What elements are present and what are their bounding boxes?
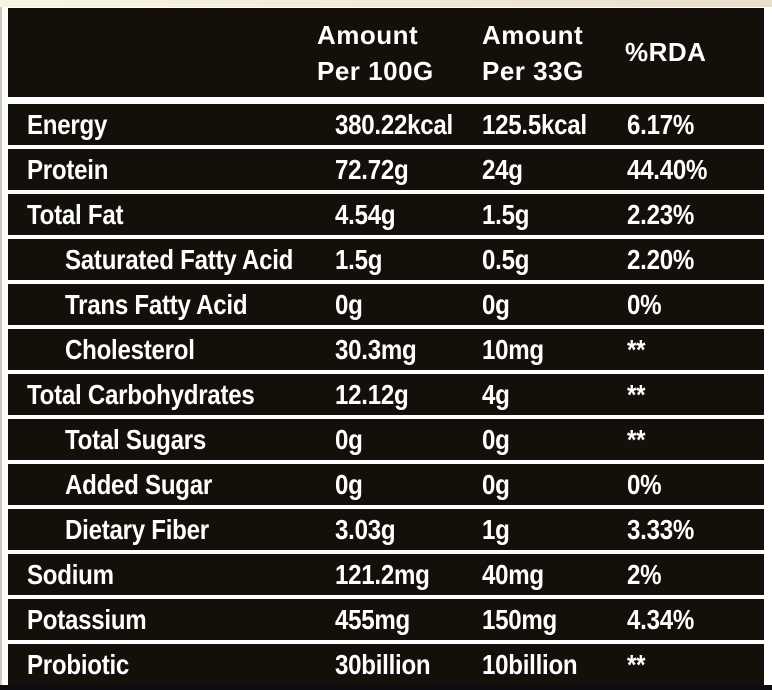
nutrient-label: Trans Fatty Acid	[8, 289, 317, 321]
row-potassium: Potassium 455mg 150mg 4.34%	[8, 599, 764, 640]
value-rda: **	[627, 378, 646, 410]
value-rda: 2.23%	[627, 198, 694, 230]
value-per-33g: 0g	[482, 423, 510, 455]
nutrient-label: Total Carbohydrates	[8, 379, 317, 411]
row-trans-fatty-acid: Trans Fatty Acid 0g 0g 0%	[8, 284, 764, 325]
nutrient-label: Saturated Fatty Acid	[8, 244, 317, 276]
value-rda: 2.20%	[627, 243, 694, 275]
value-rda: 4.34%	[627, 603, 694, 635]
header-rda: %RDA	[625, 37, 707, 67]
value-per-100g: 1.5g	[335, 243, 383, 275]
nutrient-label: Potassium	[8, 604, 317, 636]
row-saturated-fatty-acid: Saturated Fatty Acid 1.5g 0.5g 2.20%	[8, 239, 764, 280]
nutrient-label: Energy	[8, 109, 317, 141]
nutrient-label-text: Trans Fatty Acid	[65, 288, 248, 320]
value-rda: **	[627, 648, 646, 680]
value-rda: 0%	[627, 288, 662, 320]
value-per-100g: 0g	[335, 468, 363, 500]
row-energy: Energy 380.22kcal 125.5kcal 6.17%	[8, 104, 764, 145]
value-per-33g: 24g	[482, 153, 523, 185]
value-per-100g: 12.12g	[335, 378, 409, 410]
value-per-33g: 1.5g	[482, 198, 530, 230]
value-per-100g: 72.72g	[335, 153, 409, 185]
value-per-33g: 0g	[482, 468, 510, 500]
nutrient-label-text: Total Sugars	[65, 423, 206, 455]
left-edge-line	[0, 7, 2, 690]
header-amount-per-100g-line1: Amount	[317, 19, 419, 50]
value-rda: 2%	[627, 558, 662, 590]
nutrient-label: Added Sugar	[8, 469, 317, 501]
nutrient-label: Total Sugars	[8, 424, 317, 456]
nutrient-label-text: Cholesterol	[65, 333, 195, 365]
value-per-33g: 1g	[482, 513, 510, 545]
value-per-100g: 455mg	[335, 603, 411, 635]
nutrient-label: Sodium	[8, 559, 317, 591]
row-dietary-fiber: Dietary Fiber 3.03g 1g 3.33%	[8, 509, 764, 550]
value-per-100g: 3.03g	[335, 513, 396, 545]
value-per-33g: 0.5g	[482, 243, 530, 275]
bottom-border-bar	[0, 685, 772, 690]
row-probiotic: Probiotic 30billion 10billion **	[8, 644, 764, 685]
nutrition-table: Amount Per 100G Amount Per 33G %RDA Ener…	[8, 8, 764, 689]
nutrient-label: Probiotic	[8, 649, 317, 681]
value-per-100g: 380.22kcal	[335, 108, 453, 140]
value-per-33g: 4g	[482, 378, 510, 410]
nutrient-label: Total Fat	[8, 199, 317, 231]
nutrient-label-text: Probiotic	[27, 648, 130, 680]
value-per-100g: 0g	[335, 423, 363, 455]
nutrient-label-text: Total Carbohydrates	[27, 378, 255, 410]
header-amount-per-100g-line2: Per 100G	[317, 55, 434, 86]
nutrient-label-text: Protein	[27, 153, 109, 185]
table-header-row: Amount Per 100G Amount Per 33G %RDA	[8, 8, 764, 97]
value-per-100g: 0g	[335, 288, 363, 320]
nutrient-label-text: Dietary Fiber	[65, 513, 209, 545]
value-per-33g: 0g	[482, 288, 510, 320]
nutrient-label-text: Sodium	[27, 558, 114, 590]
row-added-sugar: Added Sugar 0g 0g 0%	[8, 464, 764, 505]
header-amount-per-33g: Amount Per 33G	[482, 17, 625, 89]
value-per-33g: 10billion	[482, 648, 578, 680]
value-per-100g: 30billion	[335, 648, 431, 680]
nutrient-label: Protein	[8, 154, 317, 186]
value-rda: 44.40%	[627, 153, 708, 185]
header-amount-per-100g: Amount Per 100G	[317, 17, 482, 89]
row-total-carbohydrates: Total Carbohydrates 12.12g 4g **	[8, 374, 764, 415]
value-per-100g: 30.3mg	[335, 333, 417, 365]
nutrient-label-text: Energy	[27, 108, 108, 140]
value-per-33g: 150mg	[482, 603, 558, 635]
row-sodium: Sodium 121.2mg 40mg 2%	[8, 554, 764, 595]
value-per-33g: 10mg	[482, 333, 544, 365]
value-rda: **	[627, 333, 646, 365]
row-cholesterol: Cholesterol 30.3mg 10mg **	[8, 329, 764, 370]
nutrient-label-text: Saturated Fatty Acid	[65, 243, 294, 275]
nutrient-label-text: Total Fat	[27, 198, 124, 230]
header-amount-per-33g-line2: Per 33G	[482, 55, 584, 86]
row-protein: Protein 72.72g 24g 44.40%	[8, 149, 764, 190]
value-rda: 6.17%	[627, 108, 694, 140]
row-total-sugars: Total Sugars 0g 0g **	[8, 419, 764, 460]
row-total-fat: Total Fat 4.54g 1.5g 2.23%	[8, 194, 764, 235]
nutrient-label: Cholesterol	[8, 334, 317, 366]
nutrient-label-text: Potassium	[27, 603, 147, 635]
header-amount-per-33g-line1: Amount	[482, 19, 584, 50]
value-per-33g: 125.5kcal	[482, 108, 587, 140]
top-cream-strip	[0, 0, 772, 7]
value-per-33g: 40mg	[482, 558, 544, 590]
nutrient-label: Dietary Fiber	[8, 514, 317, 546]
value-rda: 0%	[627, 468, 662, 500]
value-rda: 3.33%	[627, 513, 694, 545]
value-per-100g: 4.54g	[335, 198, 396, 230]
value-rda: **	[627, 423, 646, 455]
nutrient-label-text: Added Sugar	[65, 468, 213, 500]
value-per-100g: 121.2mg	[335, 558, 430, 590]
